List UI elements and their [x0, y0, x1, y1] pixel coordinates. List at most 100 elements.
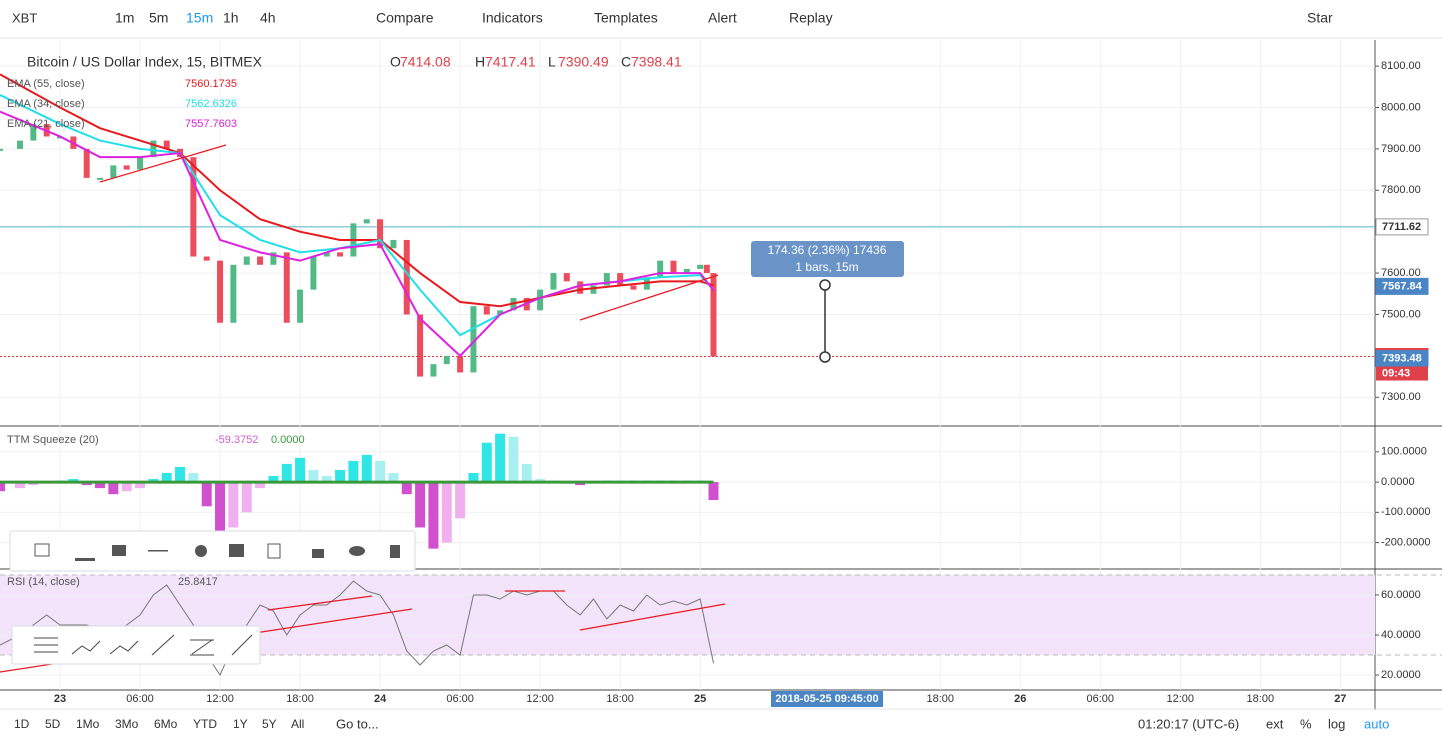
symbol[interactable]: XBT [12, 10, 37, 25]
candle [470, 306, 477, 373]
interval[interactable]: 5m [149, 10, 168, 26]
y-tick-label: 7500.00 [1381, 308, 1421, 320]
range-button[interactable]: 5D [45, 717, 61, 731]
candle [97, 177, 104, 180]
interval[interactable]: 4h [260, 10, 276, 26]
candle [670, 260, 677, 274]
range-button[interactable]: 1D [14, 717, 30, 731]
cursor-time-label: 2018-05-25 09:45:00 [775, 693, 878, 705]
legend-value: 7560.1735 [185, 78, 237, 90]
squeeze-bar [335, 469, 346, 483]
goto-button[interactable]: Go to... [336, 716, 379, 731]
legend-name: EMA (55, close) [7, 78, 85, 90]
legend-value: 7562.6326 [185, 98, 237, 110]
interval[interactable]: 1m [115, 10, 134, 26]
squeeze-bar [441, 482, 452, 543]
range-button[interactable]: 3Mo [115, 717, 139, 731]
y-tick-label: -100.0000 [1381, 506, 1431, 518]
pane-title: TTM Squeeze (20) [7, 434, 99, 446]
y-tick-label: 40.0000 [1381, 629, 1421, 641]
squeeze-bar [135, 482, 146, 489]
squeeze-bar [268, 476, 279, 483]
candle [630, 285, 637, 290]
squeeze-bar [295, 457, 306, 483]
range-button[interactable]: 1Mo [76, 717, 100, 731]
squeeze-bar [388, 472, 399, 483]
range-button[interactable]: All [291, 717, 304, 731]
candle [697, 264, 704, 269]
drawing-toolbar[interactable] [9, 530, 416, 572]
squeeze-bar [321, 476, 332, 483]
range-button[interactable]: 5Y [262, 717, 277, 731]
time-tick-label: 18:00 [286, 693, 314, 705]
candle [363, 219, 370, 224]
interval[interactable]: 1h [223, 10, 239, 26]
squeeze-bar [508, 436, 519, 483]
time-tick-label: 12:00 [1167, 693, 1195, 705]
ohlc-label: O [390, 54, 401, 70]
y-tick-label: 7300.00 [1381, 391, 1421, 403]
legend-value: 25.8417 [178, 576, 218, 588]
range-button[interactable]: YTD [193, 717, 217, 731]
candle [230, 264, 237, 323]
y-tick-label: 7800.00 [1381, 184, 1421, 196]
squeeze-bar [188, 472, 199, 483]
squeeze-bar [0, 482, 5, 492]
time-tick-label: 06:00 [126, 693, 154, 705]
toolbar-button[interactable]: Replay [789, 10, 833, 26]
toolbar-button[interactable]: Indicators [482, 10, 543, 26]
time-tick-label: 12:00 [206, 693, 234, 705]
candle [657, 260, 664, 278]
scale-option[interactable]: log [1328, 716, 1345, 731]
scale-option[interactable]: % [1300, 716, 1312, 731]
candle [377, 219, 384, 249]
squeeze-bar [428, 482, 439, 549]
candle [550, 273, 557, 290]
time-tick-label: 27 [1334, 693, 1346, 705]
time-tick-label: 06:00 [1087, 693, 1115, 705]
squeeze-bar [241, 482, 252, 513]
time-tick-label: 06:00 [446, 693, 474, 705]
toolbar-button[interactable]: Templates [594, 10, 658, 26]
squeeze-bar [28, 482, 39, 486]
candle [577, 281, 584, 294]
countdown-box [1376, 366, 1428, 381]
star-button[interactable]: Star [1307, 10, 1333, 26]
candle [563, 273, 570, 282]
toolbar-button[interactable]: Compare [376, 10, 434, 26]
squeeze-bar [108, 482, 119, 495]
time-tick-label: 12:00 [526, 693, 554, 705]
squeeze-bar [148, 479, 159, 483]
candle [430, 364, 437, 377]
candle [603, 273, 610, 286]
candle [443, 355, 450, 365]
toolbar-button[interactable]: Alert [708, 10, 737, 26]
squeeze-bar [575, 482, 586, 486]
squeeze-bar [415, 482, 426, 528]
y-tick-label: 60.0000 [1381, 589, 1421, 601]
time-tick-label: 18:00 [606, 693, 634, 705]
candle [710, 273, 717, 357]
squeeze-bar [535, 479, 546, 483]
candle [190, 157, 197, 257]
squeeze-bar [468, 472, 479, 483]
measure-line2: 1 bars, 15m [795, 260, 858, 274]
squeeze-bar [281, 463, 292, 483]
scale-option[interactable]: ext [1266, 716, 1284, 731]
range-button[interactable]: 6Mo [154, 717, 178, 731]
price-tag-label: 7711.62 [1382, 221, 1421, 233]
range-button[interactable]: 1Y [233, 717, 248, 731]
drawing-tools-palette[interactable] [11, 625, 261, 665]
candle [150, 140, 157, 158]
squeeze-bar [495, 433, 506, 483]
top-toolbar [0, 0, 1442, 38]
ohlc-value: 7417.41 [485, 54, 536, 70]
y-tick-label: 100.0000 [1381, 446, 1427, 458]
clock: 01:20:17 (UTC-6) [1138, 716, 1239, 731]
candle [457, 355, 464, 373]
time-tick-label: 26 [1014, 693, 1026, 705]
scale-option[interactable]: auto [1364, 716, 1389, 731]
interval[interactable]: 15m [186, 10, 213, 26]
y-tick-label: 7900.00 [1381, 143, 1421, 155]
